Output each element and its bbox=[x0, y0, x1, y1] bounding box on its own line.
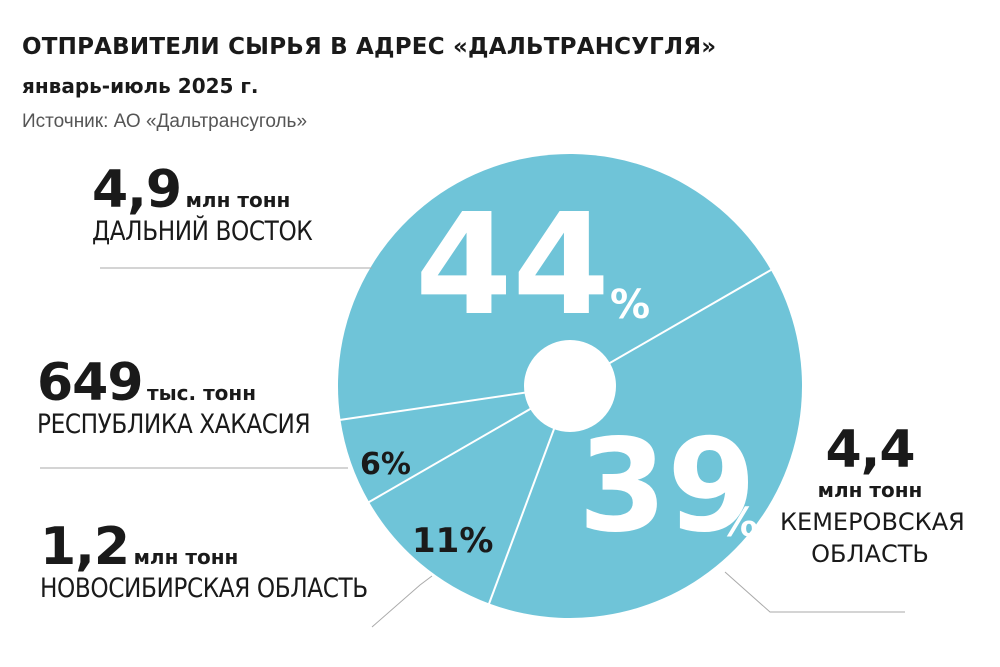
callout-khakassia-unit: тыс. тонн bbox=[147, 381, 257, 405]
pie-slice-0 bbox=[338, 153, 771, 420]
label-far-east-pct: 44 bbox=[415, 184, 610, 347]
callout-far-east-region: ДАЛЬНИЙ ВОСТОК bbox=[92, 216, 313, 247]
leader-line-2 bbox=[371, 575, 433, 628]
callout-kemerovo-unit: млн тонн bbox=[817, 478, 923, 502]
label-kemerovo-pct: 39 bbox=[578, 412, 756, 561]
callout-far-east: 4,9 млн тонн ДАЛЬНИЙ ВОСТОК bbox=[92, 160, 348, 247]
callout-kemerovo-region-2: ОБЛАСТЬ bbox=[811, 540, 929, 568]
chart-title: ОТПРАВИТЕЛИ СЫРЬЯ В АДРЕС «ДАЛЬТРАНСУГЛЯ… bbox=[22, 34, 717, 60]
callout-novosibirsk-unit: млн тонн bbox=[133, 545, 239, 569]
pie-slice-2 bbox=[369, 386, 570, 604]
callout-novosibirsk-value: 1,2 bbox=[40, 517, 130, 577]
callout-far-east-value: 4,9 bbox=[92, 160, 182, 220]
chart-subtitle: январь-июль 2025 г. bbox=[22, 74, 259, 98]
label-khakassia-pct: 6% bbox=[360, 447, 411, 482]
callout-khakassia-region: РЕСПУБЛИКА ХАКАСИЯ bbox=[37, 409, 311, 440]
callout-far-east-unit: млн тонн bbox=[185, 188, 291, 212]
callout-khakassia: 649 тыс. тонн РЕСПУБЛИКА ХАКАСИЯ bbox=[37, 353, 355, 440]
leader-line-3 bbox=[724, 571, 905, 613]
pie-slice-3 bbox=[340, 386, 570, 502]
pie-slice-1 bbox=[489, 270, 802, 618]
callout-kemerovo: 4,4 млн тонн КЕМЕРОВСКАЯ ОБЛАСТЬ bbox=[780, 420, 965, 568]
callout-kemerovo-value: 4,4 bbox=[825, 420, 915, 480]
callout-khakassia-value: 649 bbox=[37, 353, 144, 413]
callout-novosibirsk-region: НОВОСИБИРСКАЯ ОБЛАСТЬ bbox=[40, 573, 368, 604]
label-far-east-pct-sign: % bbox=[610, 282, 650, 328]
chart-source: Источник: АО «Дальтрансуголь» bbox=[22, 111, 308, 132]
donut-hole bbox=[524, 340, 616, 432]
callout-novosibirsk: 1,2 млн тонн НОВОСИБИРСКАЯ ОБЛАСТЬ bbox=[40, 517, 421, 604]
callout-kemerovo-region-1: КЕМЕРОВСКАЯ bbox=[780, 508, 965, 536]
label-novosibirsk-pct: 11% bbox=[412, 521, 493, 561]
label-kemerovo-pct-sign: % bbox=[718, 500, 758, 546]
